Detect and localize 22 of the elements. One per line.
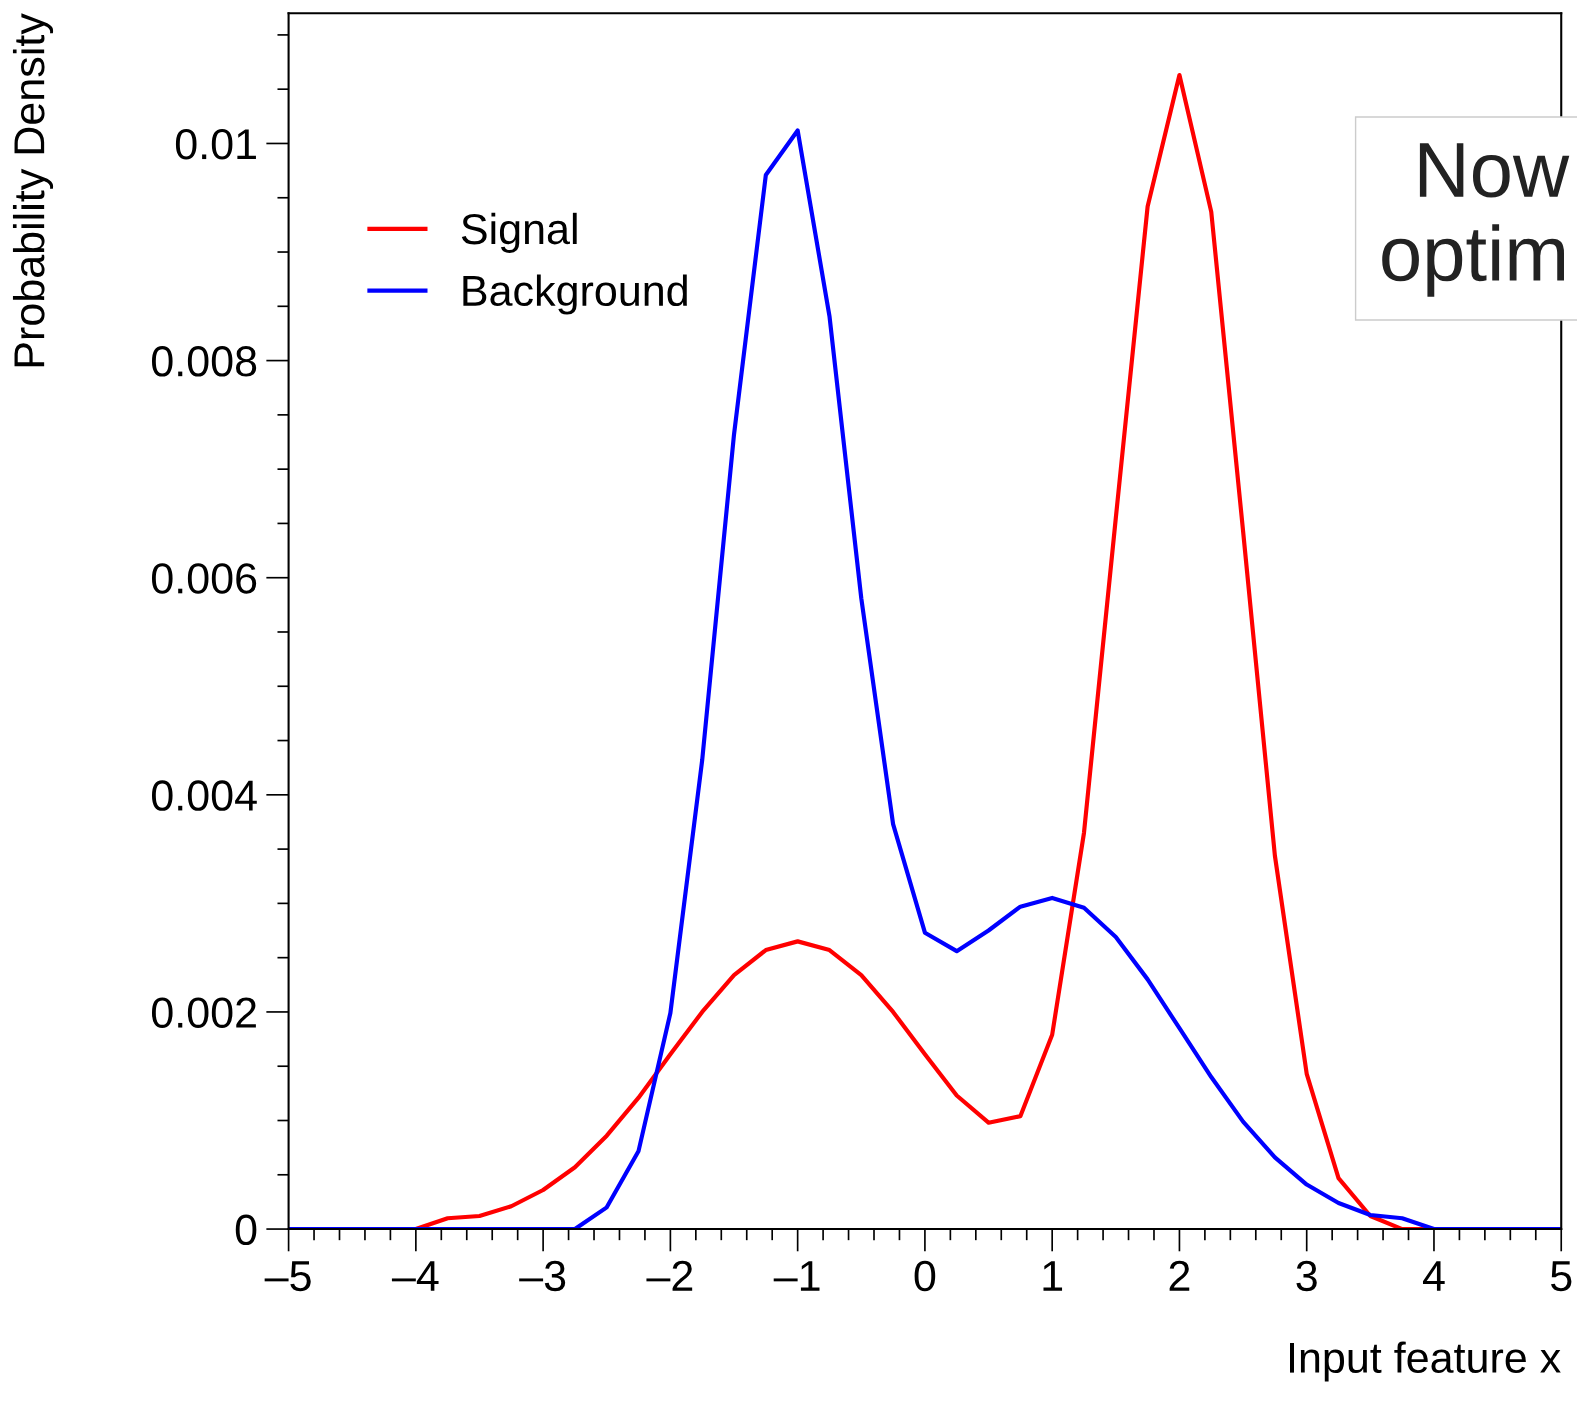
x-tick-label: –1 [773, 1261, 820, 1291]
x-tick-label: 2 [1169, 1260, 1190, 1291]
y-tick-label: 0.01 [175, 129, 256, 160]
x-tick-label: 0 [914, 1260, 936, 1292]
y-tick-label: 0.002 [151, 997, 256, 1028]
x-tick-label: –2 [646, 1260, 693, 1291]
legend-label: Signal [461, 212, 577, 253]
y-tick-label: 0.006 [151, 563, 257, 594]
x-tick-label: –3 [519, 1260, 566, 1292]
y-tick-label: 0.008 [151, 346, 257, 377]
y-tick-label: 0 [235, 1214, 257, 1246]
x-tick-label: 4 [1422, 1261, 1445, 1291]
y-tick-label: 0.004 [151, 780, 257, 811]
x-tick-label: –4 [391, 1261, 439, 1291]
y-axis-title: Probability Density [12, 13, 54, 367]
x-axis-title: Input feature x [1289, 1341, 1561, 1382]
x-tick-label: 1 [1043, 1261, 1063, 1291]
x-tick-label: 3 [1296, 1260, 1317, 1292]
legend-label: Background [463, 274, 687, 315]
annotation: Now optim [1382, 143, 1570, 297]
x-tick-label: –5 [264, 1261, 311, 1292]
x-tick-label: 5 [1550, 1261, 1572, 1292]
